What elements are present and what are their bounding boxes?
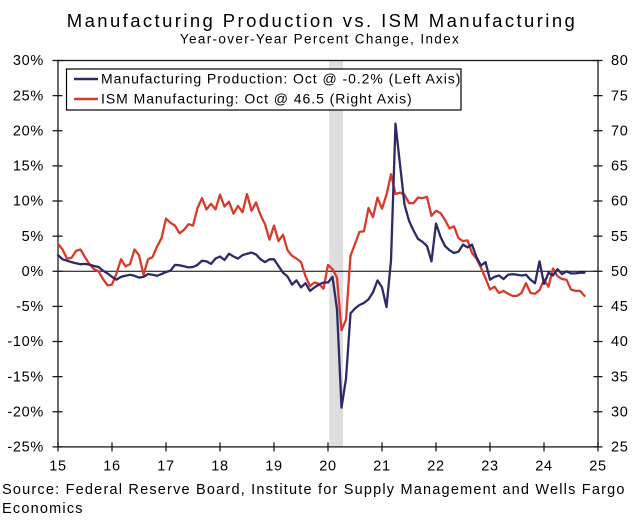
svg-text:24: 24 <box>535 459 553 475</box>
svg-text:Manufacturing Production vs. I: Manufacturing Production vs. ISM Manufac… <box>67 10 577 31</box>
svg-text:40: 40 <box>611 334 629 350</box>
svg-text:60: 60 <box>611 194 629 210</box>
svg-text:50: 50 <box>611 264 629 280</box>
svg-text:Economics: Economics <box>2 501 84 517</box>
svg-text:80: 80 <box>611 53 629 69</box>
svg-text:10%: 10% <box>13 194 44 210</box>
svg-text:65: 65 <box>611 159 629 175</box>
svg-text:22: 22 <box>427 459 445 475</box>
svg-text:-20%: -20% <box>7 404 44 420</box>
svg-text:Manufacturing Production: Oct: Manufacturing Production: Oct @ -0.2% (L… <box>101 71 461 87</box>
svg-text:75: 75 <box>611 88 629 104</box>
svg-text:45: 45 <box>611 299 629 315</box>
svg-text:-25%: -25% <box>7 440 44 456</box>
svg-text:23: 23 <box>481 459 499 475</box>
svg-text:Year-over-Year Percent Change,: Year-over-Year Percent Change, Index <box>180 32 460 47</box>
svg-text:16: 16 <box>103 459 121 475</box>
svg-text:15%: 15% <box>13 159 44 175</box>
svg-text:19: 19 <box>265 459 283 475</box>
svg-text:17: 17 <box>157 459 175 475</box>
svg-text:ISM Manufacturing: Oct @ 46.5: ISM Manufacturing: Oct @ 46.5 (Right Axi… <box>101 91 413 107</box>
svg-text:Source: Federal Reserve Board,: Source: Federal Reserve Board, Institute… <box>2 482 626 498</box>
svg-text:25: 25 <box>589 459 607 475</box>
svg-text:30%: 30% <box>13 53 44 69</box>
svg-text:25%: 25% <box>13 88 44 104</box>
svg-text:35: 35 <box>611 369 629 385</box>
svg-text:-5%: -5% <box>16 299 44 315</box>
svg-text:18: 18 <box>211 459 229 475</box>
svg-text:55: 55 <box>611 229 629 245</box>
svg-text:20: 20 <box>319 459 337 475</box>
svg-text:30: 30 <box>611 404 629 420</box>
svg-text:-15%: -15% <box>7 369 44 385</box>
svg-text:70: 70 <box>611 123 629 139</box>
svg-text:21: 21 <box>373 459 391 475</box>
svg-text:15: 15 <box>49 459 67 475</box>
svg-text:-10%: -10% <box>7 334 44 350</box>
svg-text:25: 25 <box>611 440 629 456</box>
svg-text:5%: 5% <box>22 229 44 245</box>
svg-text:20%: 20% <box>13 123 44 139</box>
svg-text:0%: 0% <box>22 264 44 280</box>
